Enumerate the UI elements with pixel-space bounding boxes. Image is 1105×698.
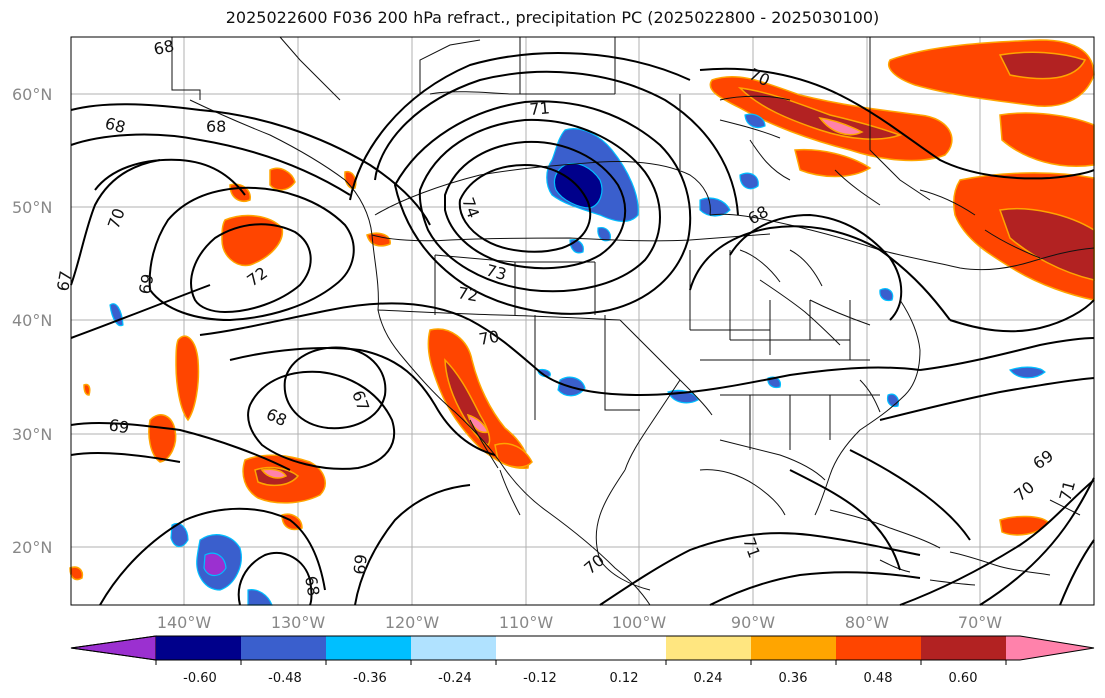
lat-label-60n: 60°N: [12, 85, 52, 104]
colorbar-tick-label: 0.24: [694, 671, 723, 686]
lat-label-20n: 20°N: [12, 538, 52, 557]
contour-label: 68: [206, 117, 226, 136]
colorbar: -0.60 -0.48 -0.36 -0.24 -0.12 0.12 0.24 …: [70, 635, 1095, 686]
lat-label-50n: 50°N: [12, 198, 52, 217]
lon-label-120w: 120°W: [385, 613, 440, 632]
contour-label: 72: [456, 283, 479, 305]
colorbar-tick-label: 0.48: [864, 671, 893, 686]
colorbar-tick-label: -0.48: [268, 671, 302, 686]
lon-label-80w: 80°W: [845, 613, 889, 632]
lat-label-30n: 30°N: [12, 425, 52, 444]
colorbar-tick-label: -0.36: [353, 671, 387, 686]
colorbar-over-arrow: [1006, 636, 1094, 660]
contour-label: 68: [301, 574, 323, 597]
lon-label-90w: 90°W: [731, 613, 775, 632]
colorbar-bin: [326, 636, 411, 660]
colorbar-tick-label: 0.36: [779, 671, 808, 686]
colorbar-bin: [666, 636, 751, 660]
lon-label-140w: 140°W: [157, 613, 212, 632]
lat-label-40n: 40°N: [12, 311, 52, 330]
contour-label: 70: [477, 327, 500, 349]
coastlines-borders: [171, 36, 1095, 606]
contour-label: 71: [1056, 478, 1080, 503]
longitude-labels: 140°W 130°W 120°W 110°W 100°W 90°W 80°W …: [157, 613, 1002, 632]
colorbar-tick-label: 0.60: [949, 671, 978, 686]
contour-label: 68: [103, 114, 128, 138]
map-frame: [70, 36, 1095, 606]
colorbar-bin: [496, 636, 666, 660]
precip-negative-shading: [109, 113, 1046, 606]
map-title: 2025022600 F036 200 hPa refract., precip…: [225, 8, 880, 27]
colorbar-bin: [156, 636, 241, 660]
colorbar-bin: [836, 636, 921, 660]
colorbar-tick-label: -0.24: [438, 671, 472, 686]
contour-label: 67: [53, 269, 75, 292]
lon-label-100w: 100°W: [612, 613, 667, 632]
colorbar-bin: [411, 636, 496, 660]
latitude-labels: 60°N 50°N 40°N 30°N 20°N: [12, 85, 52, 557]
contour-label: 69: [135, 272, 157, 295]
contour-label: 73: [484, 261, 509, 285]
colorbar-tick-label: -0.12: [523, 671, 557, 686]
colorbar-tick-label: -0.60: [183, 671, 217, 686]
lon-label-70w: 70°W: [958, 613, 1002, 632]
colorbar-bin: [241, 636, 326, 660]
refractivity-contours: [70, 52, 1095, 606]
contour-label: 69: [107, 415, 130, 437]
contour-label: 68: [152, 36, 176, 59]
contour-label: 69: [350, 553, 371, 575]
lon-label-130w: 130°W: [271, 613, 326, 632]
precip-positive-shading: [69, 39, 1095, 581]
colorbar-bin: [751, 636, 836, 660]
colorbar-bin: [921, 636, 1006, 660]
contour-label: 71: [529, 98, 551, 119]
colorbar-under-arrow: [70, 635, 157, 661]
lon-label-110w: 110°W: [499, 613, 554, 632]
colorbar-tick-label: 0.12: [610, 671, 639, 686]
